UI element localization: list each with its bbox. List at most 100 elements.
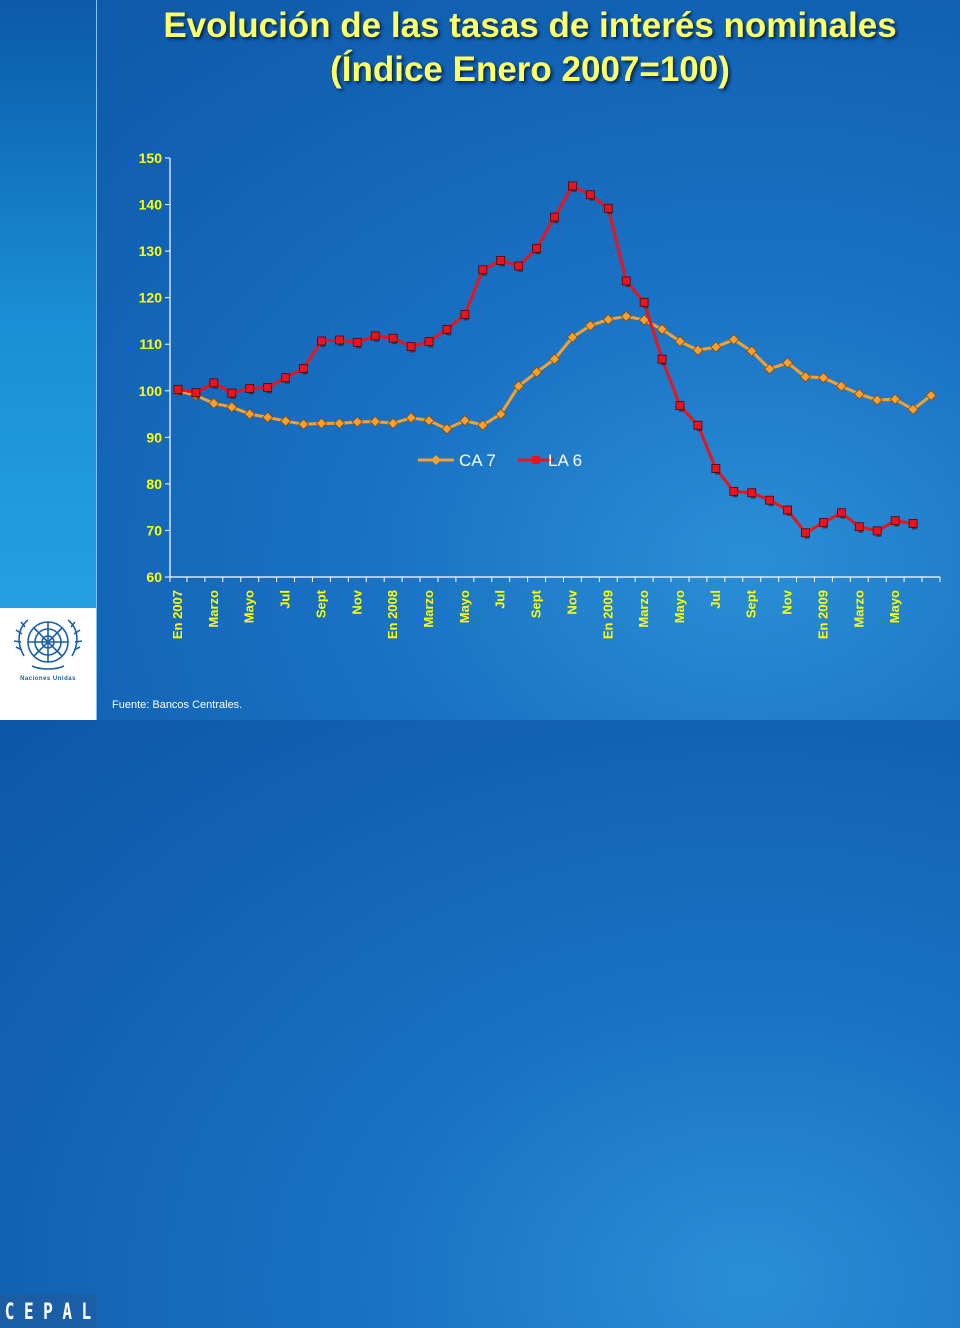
cepal-letter: C xyxy=(4,1297,15,1325)
series-line xyxy=(177,184,914,535)
data-point xyxy=(209,378,219,388)
x-tick-label: Jul xyxy=(708,590,723,609)
data-point-shadow xyxy=(625,284,631,287)
data-point xyxy=(692,344,704,356)
data-point xyxy=(925,389,937,401)
data-point-shadow xyxy=(177,393,182,396)
data-point xyxy=(424,337,434,346)
data-point xyxy=(799,371,812,383)
cepal-letter: A xyxy=(62,1297,72,1325)
un-emblem-icon xyxy=(13,619,83,670)
data-point-shadow xyxy=(266,391,272,394)
data-point xyxy=(227,388,237,398)
data-point-shadow xyxy=(894,524,900,527)
data-point xyxy=(244,408,256,420)
y-tick-label: 60 xyxy=(146,569,162,585)
data-point xyxy=(584,320,596,332)
data-point xyxy=(281,373,290,383)
org-name: Naciones Unidas xyxy=(20,676,76,682)
data-point xyxy=(872,526,882,536)
data-point-shadow xyxy=(320,344,326,347)
y-tick-label: 70 xyxy=(146,522,162,538)
data-point xyxy=(853,388,865,400)
data-point xyxy=(262,411,274,423)
data-point-shadow xyxy=(481,273,487,276)
x-tick-label: En 2009 xyxy=(815,590,830,639)
data-point-shadow xyxy=(822,526,828,529)
sidebar-decoration xyxy=(0,0,97,720)
data-point xyxy=(620,310,632,322)
data-point-shadow xyxy=(607,212,613,215)
x-tick-label: En 2009 xyxy=(600,590,615,639)
y-tick-label: 90 xyxy=(146,429,162,445)
data-point xyxy=(441,423,453,435)
data-point-shadow xyxy=(535,252,541,255)
data-point-shadow xyxy=(302,372,308,375)
legend-marker xyxy=(532,456,540,464)
data-point xyxy=(459,415,471,427)
x-tick-label: Mayo xyxy=(457,590,472,623)
data-point-shadow xyxy=(445,333,451,336)
cepal-letter: L xyxy=(81,1297,92,1325)
x-tick-label: Marzo xyxy=(636,590,651,628)
data-point xyxy=(334,335,344,345)
data-point xyxy=(621,276,631,286)
data-point xyxy=(746,345,758,357)
y-tick-label: 80 xyxy=(146,476,162,492)
data-point xyxy=(514,261,524,271)
data-point xyxy=(890,516,900,526)
x-tick-label: Mayo xyxy=(242,590,257,623)
data-point-shadow xyxy=(517,270,523,273)
data-point-shadow xyxy=(374,339,380,342)
data-point-shadow xyxy=(840,516,846,519)
data-point-shadow xyxy=(679,409,684,412)
data-point-shadow xyxy=(643,306,649,309)
data-point xyxy=(871,394,883,406)
data-point xyxy=(280,415,292,427)
data-point xyxy=(585,190,595,200)
data-point xyxy=(835,380,847,392)
y-tick-label: 140 xyxy=(139,197,163,213)
data-point-shadow xyxy=(589,198,595,201)
data-point-shadow xyxy=(284,381,290,384)
data-point xyxy=(783,505,792,515)
y-tick-label: 120 xyxy=(139,290,163,306)
data-point xyxy=(550,212,559,222)
data-point xyxy=(387,417,399,429)
legend-marker xyxy=(431,455,441,465)
data-point xyxy=(191,388,201,398)
data-point-shadow xyxy=(786,513,792,516)
x-tick-label: Marzo xyxy=(851,590,866,628)
data-point-shadow xyxy=(804,536,810,539)
data-point-shadow xyxy=(194,396,200,399)
data-point-shadow xyxy=(714,472,720,475)
data-point xyxy=(568,181,577,191)
data-point-shadow xyxy=(499,264,505,267)
x-tick-label: Sept xyxy=(744,589,759,618)
data-point xyxy=(406,342,416,351)
x-tick-label: Nov xyxy=(349,589,364,614)
y-tick-label: 130 xyxy=(139,243,163,259)
data-point xyxy=(854,522,864,532)
data-point xyxy=(513,380,525,392)
data-point-shadow xyxy=(553,221,559,224)
cepal-letter: P xyxy=(43,1297,53,1325)
data-point xyxy=(532,243,541,253)
data-point xyxy=(226,401,238,413)
data-point xyxy=(297,418,310,430)
data-point-shadow xyxy=(732,495,738,498)
data-point xyxy=(674,335,686,347)
data-point-shadow xyxy=(661,363,667,366)
data-point-shadow xyxy=(912,527,918,530)
data-point-shadow xyxy=(356,346,362,349)
cepal-letter: E xyxy=(23,1297,34,1325)
data-point xyxy=(638,314,650,326)
data-point xyxy=(747,488,757,498)
x-tick-label: Jul xyxy=(278,590,293,609)
data-point xyxy=(728,334,740,346)
data-point xyxy=(173,384,183,394)
data-point xyxy=(442,324,452,334)
data-point xyxy=(370,331,380,341)
data-point xyxy=(566,331,578,343)
y-tick-label: 100 xyxy=(139,383,163,399)
